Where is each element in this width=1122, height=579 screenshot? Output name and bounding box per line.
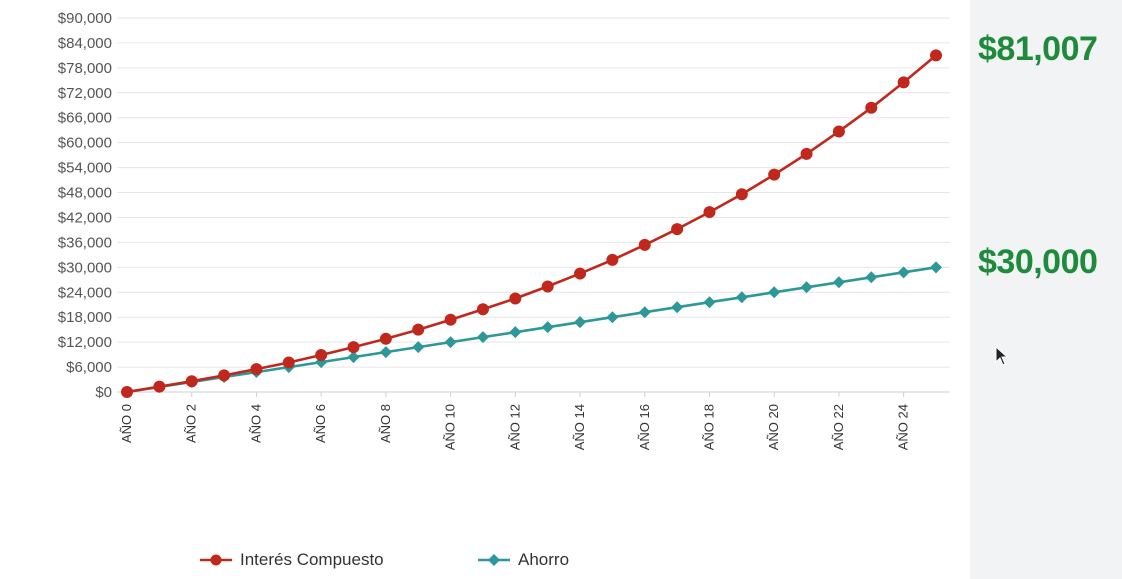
data-point-compound[interactable] xyxy=(282,356,295,369)
data-point-savings[interactable] xyxy=(574,316,587,329)
x-tick-label: AÑO 18 xyxy=(701,404,716,450)
data-point-savings[interactable] xyxy=(509,326,522,339)
x-tick-label: AÑO 8 xyxy=(378,404,393,443)
data-point-savings[interactable] xyxy=(865,271,878,284)
data-point-compound[interactable] xyxy=(832,125,845,138)
y-tick-label: $84,000 xyxy=(58,35,112,52)
data-point-savings[interactable] xyxy=(638,306,651,319)
data-point-compound[interactable] xyxy=(541,280,554,293)
series-line-savings xyxy=(126,266,937,394)
data-point-savings[interactable] xyxy=(476,331,489,344)
side-panel xyxy=(970,0,1122,579)
data-point-compound[interactable] xyxy=(412,323,425,336)
x-tick-label: AÑO 16 xyxy=(637,404,652,450)
series-line-compound xyxy=(126,54,937,394)
y-tick-label: $6,000 xyxy=(66,359,112,376)
legend-label-savings: Ahorro xyxy=(518,550,570,569)
data-point-savings[interactable] xyxy=(832,276,845,289)
data-point-compound[interactable] xyxy=(121,386,133,398)
y-tick-label: $0 xyxy=(95,384,112,401)
data-point-compound[interactable] xyxy=(865,101,878,114)
series xyxy=(121,49,942,398)
line-chart: $0 $6,000 $12,000 $18,000 $24,000 $30,000 $36,… xyxy=(58,10,950,450)
data-point-compound[interactable] xyxy=(347,341,360,354)
y-tick-label: $48,000 xyxy=(58,185,112,202)
data-point-savings[interactable] xyxy=(930,261,942,274)
x-tick-label: AÑO 22 xyxy=(831,404,846,450)
mouse-pointer-icon xyxy=(995,346,1009,366)
data-point-compound[interactable] xyxy=(671,223,684,236)
data-point-savings[interactable] xyxy=(671,301,684,314)
data-point-compound[interactable] xyxy=(768,168,781,181)
y-tick-label: $24,000 xyxy=(58,284,112,301)
data-point-savings[interactable] xyxy=(768,286,781,299)
x-tick-label: AÑO 6 xyxy=(313,404,328,443)
y-axis-ticks: $0 $6,000 $12,000 $18,000 $24,000 $30,000 $36,… xyxy=(58,10,112,401)
savings-final-value: $30,000 xyxy=(978,243,1098,281)
y-tick-label: $60,000 xyxy=(58,135,112,152)
data-point-savings[interactable] xyxy=(444,336,457,349)
y-tick-label: $12,000 xyxy=(58,334,112,351)
data-point-compound[interactable] xyxy=(315,349,328,362)
y-tick-label: $30,000 xyxy=(58,259,112,276)
data-point-compound[interactable] xyxy=(638,238,651,251)
legend-item-compound[interactable]: Interés Compuesto xyxy=(200,548,384,572)
data-point-compound[interactable] xyxy=(897,76,910,89)
data-point-compound[interactable] xyxy=(444,313,457,326)
x-tick-label: AÑO 14 xyxy=(572,404,587,450)
x-tick-label: AÑO 2 xyxy=(184,404,199,443)
data-point-compound[interactable] xyxy=(218,369,231,382)
x-tick-label: AÑO 24 xyxy=(896,404,911,450)
data-point-compound[interactable] xyxy=(509,292,522,305)
data-point-compound[interactable] xyxy=(606,253,619,266)
y-tick-label: $78,000 xyxy=(58,60,112,77)
grid-lines xyxy=(117,17,950,393)
legend-label-compound: Interés Compuesto xyxy=(240,550,384,569)
x-tick-label: AÑO 10 xyxy=(443,404,458,450)
x-tick-label: AÑO 4 xyxy=(248,404,263,443)
data-point-savings[interactable] xyxy=(347,351,360,364)
compound-final-value: $81,007 xyxy=(978,30,1098,68)
data-point-savings[interactable] xyxy=(412,341,425,354)
legend-item-savings[interactable]: Ahorro xyxy=(478,548,569,572)
data-point-compound[interactable] xyxy=(574,267,587,280)
y-tick-label: $54,000 xyxy=(58,160,112,177)
data-point-savings[interactable] xyxy=(541,321,554,334)
y-tick-label: $72,000 xyxy=(58,85,112,102)
data-point-compound[interactable] xyxy=(930,49,942,62)
x-axis-ticks: AÑO 0 AÑO 2 AÑO 4 AÑO 6 AÑO 8 AÑO 10 AÑO 12 AÑO… xyxy=(119,392,911,450)
y-tick-label: $66,000 xyxy=(58,110,112,127)
data-point-compound[interactable] xyxy=(379,332,392,345)
data-point-compound[interactable] xyxy=(800,147,813,160)
data-point-compound[interactable] xyxy=(185,375,198,388)
data-point-savings[interactable] xyxy=(735,291,748,304)
y-tick-label: $36,000 xyxy=(58,234,112,251)
legend-diamond-marker-icon xyxy=(478,554,510,566)
data-point-compound[interactable] xyxy=(735,188,748,201)
data-point-compound[interactable] xyxy=(153,380,166,393)
data-point-savings[interactable] xyxy=(897,266,910,279)
y-tick-label: $90,000 xyxy=(58,10,112,27)
data-point-savings[interactable] xyxy=(606,311,619,324)
data-point-savings[interactable] xyxy=(703,296,716,309)
data-point-savings[interactable] xyxy=(379,346,392,359)
x-tick-label: AÑO 20 xyxy=(766,404,781,450)
x-tick-label: AÑO 0 xyxy=(119,404,134,443)
y-tick-label: $18,000 xyxy=(58,309,112,326)
data-point-compound[interactable] xyxy=(250,363,263,376)
x-tick-label: AÑO 12 xyxy=(507,404,522,450)
data-point-compound[interactable] xyxy=(703,206,716,219)
data-point-compound[interactable] xyxy=(476,303,489,316)
y-tick-label: $42,000 xyxy=(58,209,112,226)
legend-circle-marker-icon xyxy=(200,554,232,566)
data-point-savings[interactable] xyxy=(800,281,813,294)
